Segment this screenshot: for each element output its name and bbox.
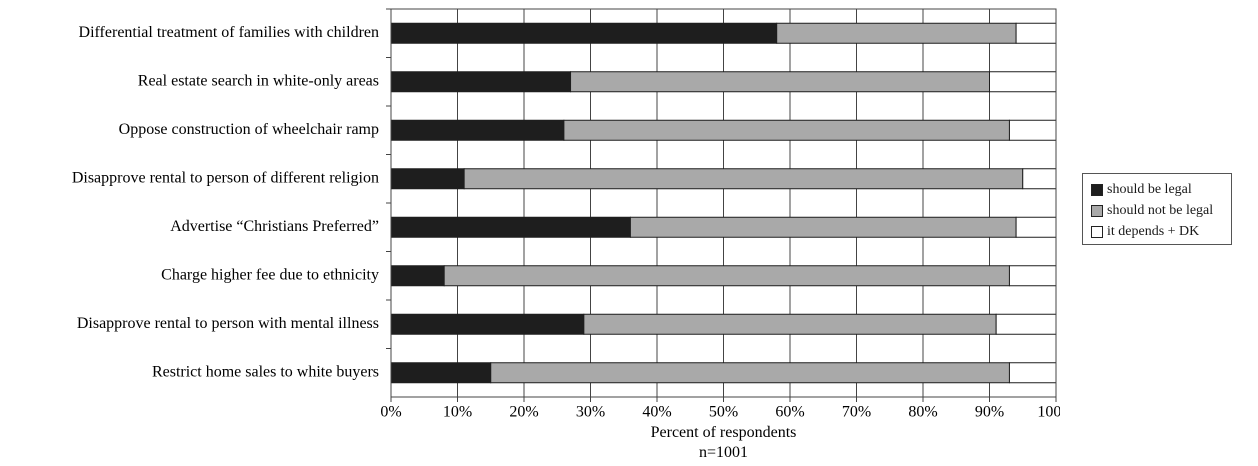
category-label: Oppose construction of wheelchair ramp <box>119 121 379 138</box>
gridlines <box>386 8 1057 402</box>
x-tick-label: 50% <box>709 404 738 421</box>
category-label: Restrict home sales to white buyers <box>152 363 379 380</box>
sample-size-note: n=1001 <box>699 444 748 461</box>
chart: Differential treatment of families with … <box>72 8 1060 461</box>
bar-segment <box>1015 216 1057 238</box>
bar-segment <box>1022 168 1057 190</box>
bar-segment <box>390 313 585 335</box>
category-label: Disapprove rental to person of different… <box>72 169 379 186</box>
bar-segment <box>629 216 1017 238</box>
category-label: Advertise “Christians Preferred” <box>170 218 379 235</box>
bar-segment <box>1008 119 1057 141</box>
bar-segment <box>390 22 778 44</box>
plot-frame <box>390 8 1057 398</box>
bar-segment <box>989 71 1057 93</box>
legend-item-it-depends: it depends + DK <box>1091 221 1231 242</box>
x-axis-title: Percent of respondents <box>651 424 797 441</box>
bar-segment <box>390 119 565 141</box>
legend-label-should-not-be-legal: should not be legal <box>1107 202 1214 218</box>
category-label: Differential treatment of families with … <box>79 24 379 41</box>
category-labels: Differential treatment of families with … <box>72 24 379 381</box>
category-label: Disapprove rental to person with mental … <box>77 315 379 332</box>
x-tick-label: 100% <box>1037 404 1060 421</box>
x-tick-label: 60% <box>775 404 804 421</box>
bar-segment <box>490 362 1010 384</box>
legend-item-should-not-be-legal: should not be legal <box>1091 200 1231 221</box>
bar-segment <box>776 22 1017 44</box>
category-label: Real estate search in white-only areas <box>138 72 379 89</box>
x-tick-label: 70% <box>842 404 871 421</box>
legend-swatch-should-not-be-legal <box>1091 204 1103 217</box>
bar-segment <box>463 168 1024 190</box>
bar-segment <box>390 362 492 384</box>
x-tick-label: 80% <box>908 404 937 421</box>
bars <box>390 22 1057 384</box>
legend-label-it-depends: it depends + DK <box>1107 223 1200 239</box>
bar-segment <box>443 265 1010 287</box>
bar-segment <box>1008 265 1057 287</box>
bar-segment <box>390 216 631 238</box>
legend-item-should-be-legal: should be legal <box>1091 179 1231 200</box>
x-tick-label: 40% <box>642 404 671 421</box>
x-tick-label: 90% <box>975 404 1004 421</box>
legend-swatch-it-depends <box>1091 225 1103 238</box>
bar-segment <box>390 265 445 287</box>
category-label: Charge higher fee due to ethnicity <box>161 266 379 283</box>
bar-segment <box>570 71 990 93</box>
x-tick-label: 30% <box>576 404 605 421</box>
x-tick-label: 20% <box>509 404 538 421</box>
bar-segment <box>1015 22 1057 44</box>
bar-segment <box>390 71 572 93</box>
bar-segment <box>390 168 465 190</box>
x-tick-label: 0% <box>380 404 401 421</box>
bar-segment <box>1008 362 1057 384</box>
x-tick-labels: 0% 10% 20% 30% 40% 50% 60% 70% 80% 90% 100% <box>380 404 1060 421</box>
bar-segment <box>583 313 997 335</box>
legend-swatch-should-be-legal <box>1091 183 1103 196</box>
legend-label-should-be-legal: should be legal <box>1107 181 1192 197</box>
legend: should be legal should not be legal it d… <box>1082 173 1232 245</box>
x-tick-label: 10% <box>443 404 472 421</box>
bar-segment <box>995 313 1057 335</box>
bar-segment <box>563 119 1010 141</box>
